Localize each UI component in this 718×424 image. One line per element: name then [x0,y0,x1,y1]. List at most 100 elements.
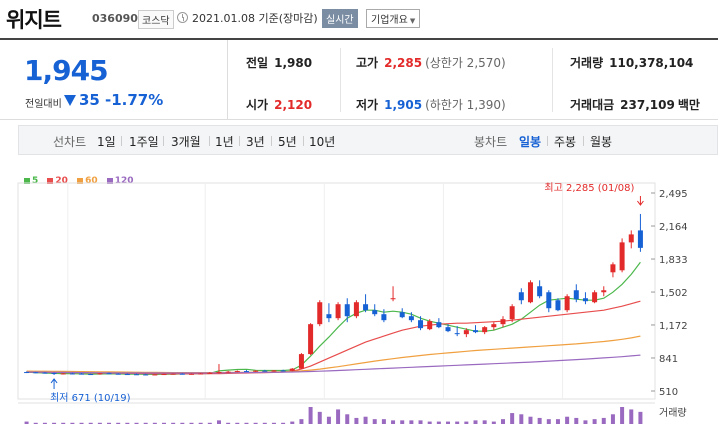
volume-bar [290,421,295,424]
candle-body [500,319,506,325]
stock-name: 위지트 [6,8,62,32]
candle-body [582,298,588,302]
candle-body [363,304,369,311]
company-overview-dropdown[interactable]: 기업개요 ▼ [366,9,421,28]
y-tick-label: 2,495 [659,189,688,200]
stock-code: 036090 [92,12,138,25]
candle-body [234,371,240,373]
candle-body [335,304,341,319]
volume-bar [143,422,148,424]
candle-body [33,372,39,374]
candle-body [390,298,396,300]
volume-bar [253,422,258,424]
candle-body [491,324,497,328]
low-label: 저가 [356,98,379,112]
volume-bar [326,416,331,424]
period-3years[interactable]: 3년 [246,135,265,149]
ma60-line [26,335,641,374]
volume-bar [125,422,130,424]
candle-body [97,373,103,375]
legend-ma60: 60 [77,176,98,186]
candle-chart-title: 봉차트 [474,135,508,149]
volume-bar [281,422,286,424]
candle-body [170,373,176,375]
candle-body [473,330,479,333]
candle-body [207,372,213,374]
period-1day[interactable]: 1일 [97,135,116,149]
candle-body [143,374,149,376]
candle-monthly[interactable]: 월봉 [590,135,613,149]
volume-bar [418,420,423,424]
realtime-button[interactable]: 실시간 [322,9,358,28]
candle-body [216,372,222,374]
y-tick-label: 841 [659,354,678,365]
candle-body [619,242,625,271]
candle-body [179,373,185,375]
volume-bar [134,422,139,424]
candle-weekly[interactable]: 주봉 [554,135,577,149]
volume-bar [33,422,38,424]
candle-body [592,292,598,303]
candle-daily[interactable]: 일봉 [519,135,542,149]
period-1year[interactable]: 1년 [215,135,234,149]
volume-bar [381,419,386,424]
market-badge: 코스닥 [138,10,174,29]
volume-bar [528,416,533,424]
volume-bar [244,422,249,424]
volume-bar [519,414,524,424]
volume-bar [436,421,441,424]
candle-body [463,330,469,335]
prev-close-label: 전일 [246,56,269,70]
prev-close: 전일 1,980 [246,54,312,71]
candle-body [518,292,524,301]
volume-bar [555,419,560,424]
stock-header: 위지트 036090 코스닥 2021.01.08 기준(장마감) 실시간 기업… [0,0,718,36]
change-value: 35 [79,91,100,109]
volume-label: 거래량 [659,407,687,419]
volume-bar [400,420,405,424]
period-3months[interactable]: 3개월 [171,135,201,149]
candle-body [537,286,543,297]
y-tick-label: 1,833 [659,255,688,266]
volume-bar [52,422,57,424]
candle-body [225,371,231,373]
period-5years[interactable]: 5년 [278,135,297,149]
volume-bar [583,420,588,424]
open-label: 시가 [246,98,269,112]
candle-body [454,333,460,335]
candle-body [298,354,304,369]
prev-close-value: 1,980 [274,56,313,70]
candle-body [24,372,30,374]
volume-bar [97,422,102,424]
volume-bar [317,411,322,424]
low-value: 1,905 [384,98,423,112]
volume-bar [427,421,432,424]
candle-body [308,324,314,355]
candle-body [243,371,249,373]
legend-ma5: 5 [24,176,38,186]
amount-unit: 백만 [677,98,700,112]
candle-body [418,320,424,329]
volume-bar [500,419,505,424]
change-label: 전일대비 [25,99,62,110]
high-value: 2,285 [384,56,423,70]
period-1week[interactable]: 1주일 [129,135,159,149]
candle-body [436,322,442,328]
candle-body [628,234,634,243]
volume-bar [171,422,176,424]
volume: 거래량 110,378,104 [570,54,693,71]
candle-body [427,321,433,330]
candle-body [280,370,286,372]
volume-bar [162,422,167,424]
volume-bar [620,407,625,424]
candle-body [344,304,350,317]
volume-bar [354,417,359,424]
candle-body [399,312,405,318]
volume-bar [271,422,276,424]
volume-bar [473,420,478,424]
volume-bar [446,421,451,424]
period-10years[interactable]: 10년 [309,135,336,149]
candle-body [88,374,94,376]
volume-bar [116,422,121,424]
